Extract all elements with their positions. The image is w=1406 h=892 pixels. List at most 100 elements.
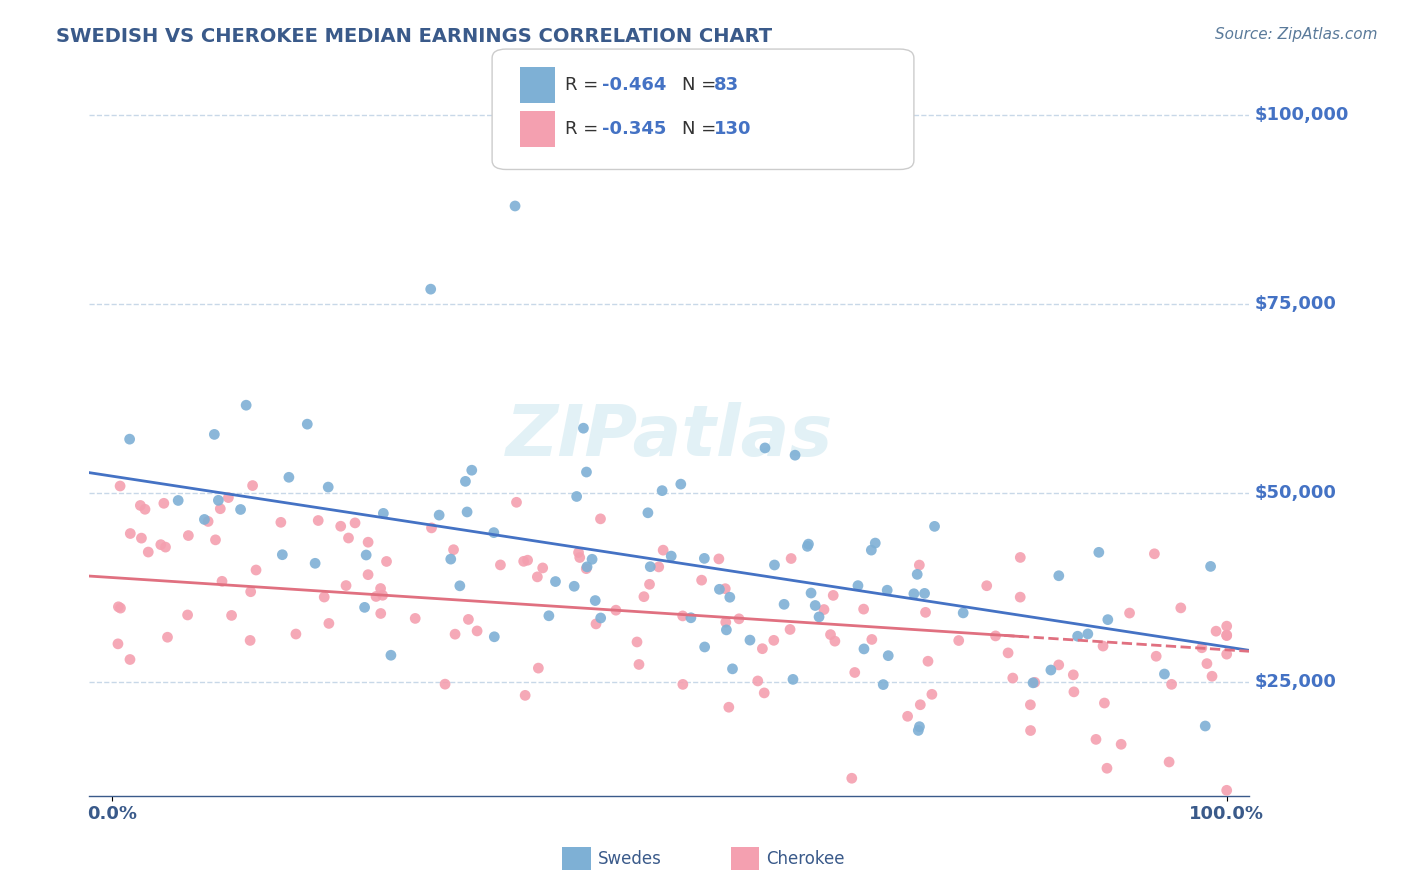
Point: [1019, 698, 1042, 712]
Point: [118, 652, 141, 666]
Point: [813, 602, 835, 616]
Point: [456, 505, 478, 519]
Point: [449, 579, 471, 593]
Text: 83: 83: [714, 76, 740, 94]
Point: [1194, 719, 1216, 733]
Point: [531, 561, 554, 575]
Point: [638, 559, 661, 574]
Point: [1143, 547, 1166, 561]
Point: [167, 493, 190, 508]
Text: SWEDISH VS CHEROKEE MEDIAN EARNINGS CORRELATION CHART: SWEDISH VS CHEROKEE MEDIAN EARNINGS CORR…: [56, 27, 772, 45]
Point: [924, 519, 946, 533]
Point: [605, 603, 627, 617]
Point: [589, 611, 612, 625]
Point: [903, 587, 925, 601]
Point: [721, 662, 744, 676]
Point: [307, 514, 329, 528]
Point: [627, 657, 650, 672]
Point: [335, 578, 357, 592]
Point: [516, 553, 538, 567]
Point: [443, 542, 465, 557]
Point: [852, 602, 875, 616]
Point: [1215, 647, 1237, 661]
Text: Source: ZipAtlas.com: Source: ZipAtlas.com: [1215, 27, 1378, 42]
Point: [1215, 628, 1237, 642]
Point: [1201, 669, 1223, 683]
Point: [271, 548, 294, 562]
Point: [1215, 619, 1237, 633]
Point: [804, 599, 827, 613]
Point: [209, 501, 232, 516]
Point: [304, 557, 326, 571]
Point: [728, 612, 751, 626]
Point: [153, 496, 176, 510]
Point: [762, 633, 785, 648]
Point: [235, 398, 257, 412]
Point: [877, 648, 900, 663]
Point: [489, 558, 512, 572]
Point: [120, 526, 142, 541]
Point: [482, 525, 505, 540]
Point: [314, 590, 336, 604]
Text: R =: R =: [565, 120, 605, 138]
Point: [207, 493, 229, 508]
Point: [572, 421, 595, 435]
Point: [110, 601, 132, 615]
Point: [156, 630, 179, 644]
Point: [1153, 667, 1175, 681]
Point: [976, 579, 998, 593]
Point: [908, 720, 931, 734]
Point: [1024, 675, 1046, 690]
Point: [108, 479, 131, 493]
Point: [370, 607, 392, 621]
Point: [583, 593, 606, 607]
Point: [427, 508, 450, 522]
Point: [505, 495, 527, 509]
Point: [1001, 671, 1024, 685]
Point: [1088, 545, 1111, 559]
Point: [754, 686, 776, 700]
Point: [357, 535, 380, 549]
Point: [948, 633, 970, 648]
Point: [217, 491, 239, 505]
Point: [841, 771, 863, 785]
Point: [860, 543, 883, 558]
Point: [782, 673, 804, 687]
Point: [380, 648, 402, 663]
Point: [444, 627, 467, 641]
Point: [461, 463, 484, 477]
Point: [221, 608, 243, 623]
Point: [707, 552, 730, 566]
Point: [316, 480, 339, 494]
Text: R =: R =: [565, 76, 605, 94]
Point: [714, 615, 737, 630]
Point: [373, 507, 395, 521]
Point: [1022, 675, 1045, 690]
Point: [567, 545, 589, 559]
Point: [202, 427, 225, 442]
Point: [177, 528, 200, 542]
Point: [808, 610, 831, 624]
Point: [197, 515, 219, 529]
Text: N =: N =: [682, 76, 721, 94]
Point: [1170, 600, 1192, 615]
Point: [465, 624, 488, 638]
Point: [1077, 627, 1099, 641]
Point: [419, 282, 441, 296]
Text: $50,000: $50,000: [1254, 484, 1337, 502]
Point: [370, 582, 392, 596]
Point: [503, 199, 526, 213]
Point: [193, 512, 215, 526]
Point: [797, 537, 820, 551]
Point: [1160, 677, 1182, 691]
Point: [1062, 668, 1084, 682]
Point: [865, 536, 887, 550]
Point: [751, 641, 773, 656]
Point: [454, 475, 477, 489]
Point: [693, 551, 716, 566]
Text: Cherokee: Cherokee: [766, 850, 845, 868]
Point: [773, 597, 796, 611]
Point: [149, 538, 172, 552]
Text: Swedes: Swedes: [598, 850, 661, 868]
Point: [1118, 606, 1140, 620]
